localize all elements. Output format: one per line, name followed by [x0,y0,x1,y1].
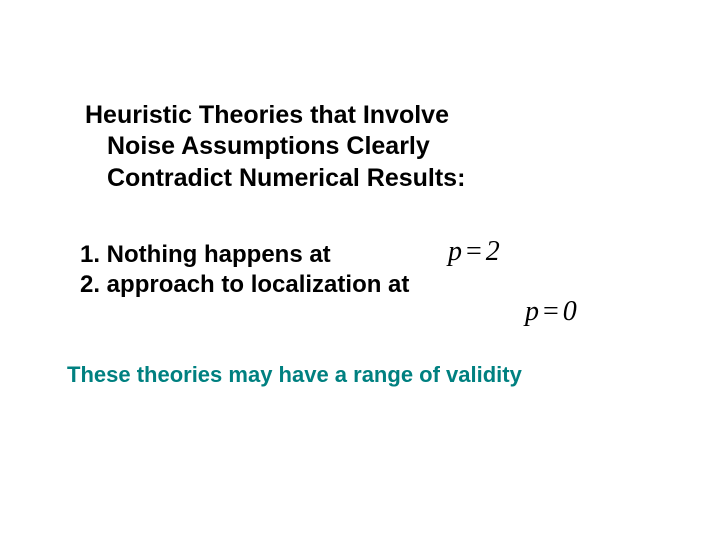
point-1: 1. Nothing happens at p=2 [80,240,640,270]
footer-text-content: These theories may have a range of valid… [67,362,522,387]
point-2: 2. approach to localization at p=0 [80,270,640,300]
equation-val: 2 [486,236,500,267]
title-line-3: Contradict Numerical Results: [85,163,585,194]
equation-op: = [539,296,563,327]
title-block: Heuristic Theories that Involve Noise As… [85,100,585,194]
equation-val: 0 [563,296,577,327]
points-block: 1. Nothing happens at p=2 2. approach to… [80,240,640,300]
title-line-2: Noise Assumptions Clearly [85,131,585,162]
point-2-text: 2. approach to localization at [80,271,409,298]
equation-p-equals-0: p=0 [525,294,577,329]
title-line-1: Heuristic Theories that Involve [85,101,449,129]
point-1-text: 1. Nothing happens at [80,241,331,268]
equation-var: p [448,236,462,267]
slide: Heuristic Theories that Involve Noise As… [0,0,720,540]
equation-op: = [462,236,486,267]
equation-var: p [525,296,539,327]
footer-text: These theories may have a range of valid… [67,362,627,388]
equation-p-equals-2: p=2 [448,234,500,269]
